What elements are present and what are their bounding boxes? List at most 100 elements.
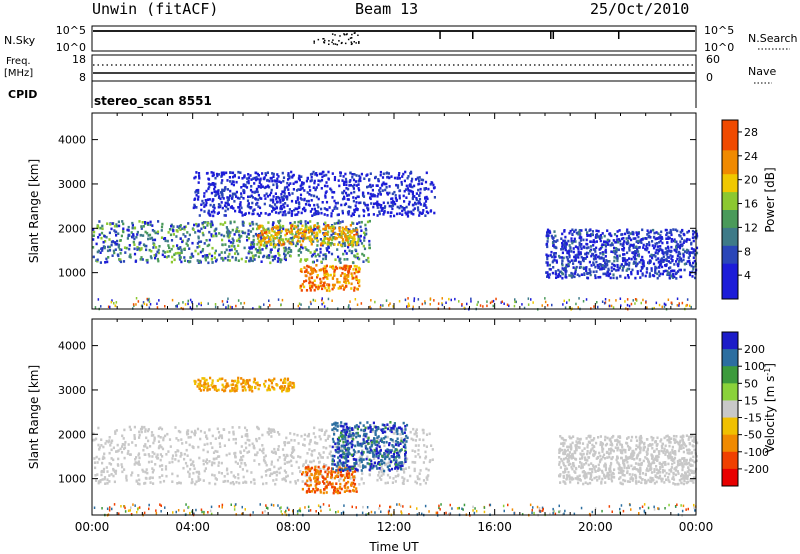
heatmap-cell <box>213 474 216 477</box>
heatmap-cell <box>197 191 200 194</box>
heatmap-cell <box>417 177 420 180</box>
heatmap-cell <box>549 254 552 257</box>
heatmap-cell <box>580 243 583 246</box>
heatmap-cell <box>204 460 208 463</box>
heatmap-cell <box>365 436 368 439</box>
heatmap-cell <box>401 468 404 471</box>
heatmap-cell <box>247 176 251 179</box>
colorbar-swatch <box>722 155 738 163</box>
heatmap-cell <box>396 474 400 478</box>
heatmap-cell <box>183 227 186 231</box>
heatmap-cell <box>97 480 101 483</box>
heatmap-cell <box>290 438 293 442</box>
heatmap-cell <box>403 471 406 474</box>
heatmap-cell <box>404 449 407 453</box>
heatmap-cell <box>403 208 406 212</box>
heatmap-cell <box>642 298 644 302</box>
heatmap-cell <box>336 444 339 448</box>
heatmap-cell <box>225 306 227 309</box>
heatmap-cell <box>227 231 230 235</box>
heatmap-cell <box>93 438 96 442</box>
heatmap-cell <box>361 252 364 256</box>
heatmap-cell <box>407 189 410 192</box>
heatmap-cell <box>406 215 410 218</box>
heatmap-cell <box>223 187 227 190</box>
heatmap-cell <box>225 171 228 175</box>
heatmap-cell <box>633 252 636 255</box>
heatmap-cell <box>360 477 363 481</box>
heatmap-cell <box>262 255 265 259</box>
heatmap-cell <box>338 241 341 244</box>
heatmap-cell <box>234 476 237 479</box>
heatmap-cell <box>470 297 472 301</box>
heatmap-cell <box>651 274 655 277</box>
heatmap-cell <box>343 273 346 276</box>
heatmap-cell <box>199 478 202 481</box>
heatmap-cell <box>692 256 695 259</box>
heatmap-cell <box>579 239 582 242</box>
heatmap-cell <box>308 229 311 233</box>
heatmap-cell <box>427 468 430 472</box>
heatmap-cell <box>588 260 591 264</box>
heatmap-cell <box>254 247 257 251</box>
heatmap-cell <box>527 297 530 300</box>
heatmap-cell <box>113 302 115 305</box>
heatmap-cell <box>228 196 231 200</box>
heatmap-cell <box>298 247 301 251</box>
heatmap-cell <box>413 299 415 303</box>
heatmap-cell <box>309 179 312 183</box>
heatmap-cell <box>224 256 227 260</box>
heatmap-cell <box>285 475 288 479</box>
heatmap-cell <box>280 385 284 388</box>
heatmap-cell <box>350 481 353 485</box>
heatmap-cell <box>303 266 306 269</box>
heatmap-cell <box>470 300 472 303</box>
heatmap-cell <box>323 482 326 485</box>
heatmap-cell <box>314 227 317 231</box>
heatmap-cell <box>307 487 310 491</box>
heatmap-cell <box>186 244 189 247</box>
heatmap-cell <box>240 456 243 459</box>
heatmap-cell <box>353 264 356 268</box>
heatmap-cell <box>392 440 395 443</box>
heatmap-cell <box>547 254 550 258</box>
heatmap-cell <box>220 171 224 175</box>
heatmap-cell <box>123 443 126 447</box>
heatmap-cell <box>222 303 225 306</box>
heatmap-cell <box>277 298 280 301</box>
heatmap-cell <box>248 378 251 382</box>
heatmap-cell <box>274 452 277 455</box>
heatmap-cell <box>180 451 183 455</box>
heatmap-cell <box>458 300 460 303</box>
heatmap-cell <box>270 435 273 438</box>
heatmap-cell <box>183 225 186 229</box>
heatmap-cell <box>341 209 344 213</box>
heatmap-cell <box>250 178 253 181</box>
heatmap-cell <box>289 241 292 245</box>
heatmap-cell <box>599 275 602 279</box>
heatmap-cell <box>360 444 363 448</box>
colorbar-swatch <box>722 215 738 222</box>
heatmap-cell <box>587 252 590 255</box>
ytick-label: 2000 <box>58 222 86 235</box>
heatmap-cell <box>212 183 215 187</box>
heatmap-cell <box>332 491 335 495</box>
heatmap-cell <box>323 477 326 481</box>
heatmap-cell <box>670 257 673 260</box>
heatmap-cell <box>657 257 660 260</box>
heatmap-cell <box>324 257 327 261</box>
heatmap-cell <box>264 212 267 215</box>
heatmap-cell <box>401 209 404 213</box>
heatmap-cell <box>125 474 128 478</box>
heatmap-cell <box>278 254 281 257</box>
heatmap-cell <box>276 260 279 263</box>
heatmap-cell <box>231 192 234 196</box>
heatmap-cell <box>594 257 597 260</box>
heatmap-cell <box>424 456 427 460</box>
heatmap-cell <box>201 199 204 203</box>
heatmap-cell <box>260 237 263 240</box>
heatmap-cell <box>133 425 136 429</box>
heatmap-cell <box>593 248 596 251</box>
heatmap-cell <box>280 193 283 196</box>
heatmap-cell <box>604 250 607 253</box>
